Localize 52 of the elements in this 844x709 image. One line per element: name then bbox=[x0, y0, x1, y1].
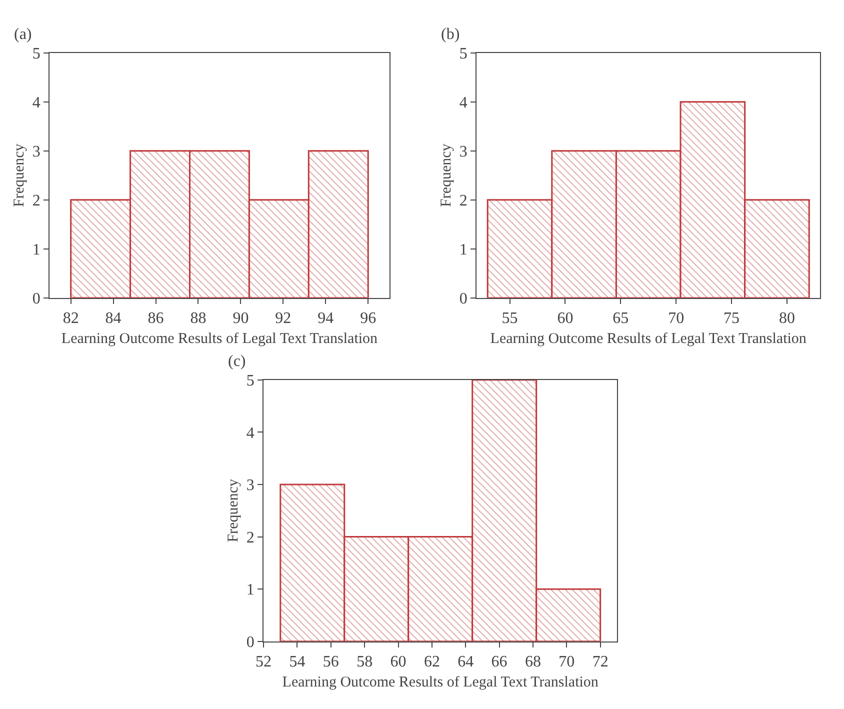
x-tick-label: 58 bbox=[356, 654, 373, 671]
y-tick-label: 5 bbox=[459, 45, 468, 62]
x-tick-label: 84 bbox=[105, 310, 122, 328]
y-tick-label: 2 bbox=[32, 192, 40, 210]
chart-title: (a) bbox=[14, 26, 32, 43]
y-tick-label: 2 bbox=[246, 529, 254, 546]
x-tick-label: 75 bbox=[724, 310, 740, 328]
y-axis-title: Frequency bbox=[12, 143, 28, 208]
y-tick-label: 4 bbox=[246, 424, 254, 442]
x-tick-label: 64 bbox=[458, 654, 474, 671]
x-tick-label: 94 bbox=[318, 310, 334, 328]
x-tick-label: 70 bbox=[558, 654, 575, 671]
chart-title: (b) bbox=[441, 26, 460, 43]
x-tick-label: 52 bbox=[256, 654, 272, 671]
x-axis-title: Learning Outcome Results of Legal Text Translation bbox=[282, 674, 599, 691]
y-tick-label: 1 bbox=[32, 241, 40, 258]
y-axis-title: Frequency bbox=[226, 478, 242, 542]
y-tick-label: 0 bbox=[459, 290, 468, 308]
x-tick-label: 60 bbox=[557, 310, 574, 328]
y-tick-label: 2 bbox=[459, 192, 468, 210]
y-axis-title: Frequency bbox=[438, 143, 455, 208]
x-tick-label: 68 bbox=[524, 654, 541, 671]
x-axis-title: Learning Outcome Results of Legal Text Translation bbox=[61, 331, 378, 348]
y-tick-label: 3 bbox=[32, 143, 40, 160]
x-tick-label: 80 bbox=[778, 310, 795, 328]
x-tick-label: 92 bbox=[275, 310, 292, 328]
y-tick-label: 3 bbox=[246, 477, 254, 494]
x-tick-label: 65 bbox=[612, 310, 629, 328]
x-axis-title: Learning Outcome Results of Legal Text Translation bbox=[490, 331, 807, 348]
x-tick-label: 54 bbox=[289, 654, 306, 671]
x-tick-label: 55 bbox=[502, 310, 518, 328]
x-tick-label: 90 bbox=[232, 310, 249, 328]
y-tick-label: 4 bbox=[459, 94, 468, 112]
chart-title: (c) bbox=[228, 353, 246, 370]
x-tick-label: 82 bbox=[62, 310, 79, 328]
x-tick-label: 96 bbox=[360, 310, 376, 328]
x-tick-label: 62 bbox=[424, 654, 440, 671]
y-tick-label: 3 bbox=[459, 143, 468, 160]
y-tick-label: 0 bbox=[32, 290, 40, 308]
y-tick-label: 0 bbox=[246, 634, 254, 652]
y-tick-label: 5 bbox=[32, 45, 40, 62]
y-tick-label: 4 bbox=[32, 94, 40, 112]
x-tick-label: 86 bbox=[148, 310, 164, 328]
x-tick-label: 88 bbox=[190, 310, 206, 328]
x-tick-label: 60 bbox=[390, 654, 406, 671]
y-tick-label: 5 bbox=[246, 372, 254, 390]
x-tick-label: 66 bbox=[491, 654, 508, 671]
x-tick-label: 70 bbox=[668, 310, 684, 328]
x-tick-label: 72 bbox=[592, 654, 608, 671]
y-tick-label: 1 bbox=[246, 582, 254, 599]
y-tick-label: 1 bbox=[459, 241, 468, 258]
x-tick-label: 56 bbox=[322, 654, 339, 671]
